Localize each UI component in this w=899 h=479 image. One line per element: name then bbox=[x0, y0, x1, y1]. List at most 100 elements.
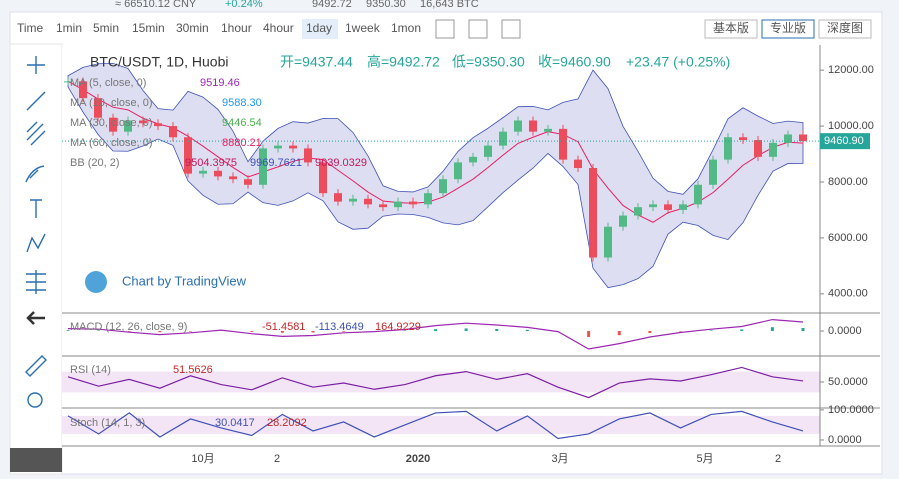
watermark-logo bbox=[85, 271, 107, 293]
candle bbox=[394, 201, 402, 208]
indicator-name[interactable]: BB (20, 2) bbox=[70, 157, 120, 169]
top-volume: 16,643 BTC bbox=[420, 0, 479, 10]
indicator-name[interactable]: MA (10, close, 0) bbox=[70, 97, 153, 109]
back[interactable] bbox=[26, 311, 45, 325]
pane-label[interactable]: Stoch (14, 1, 3) bbox=[70, 417, 145, 429]
pane-value: 28.2092 bbox=[267, 417, 307, 429]
tool-icon[interactable] bbox=[468, 19, 488, 39]
ohlc: 开=9437.44 bbox=[280, 54, 353, 70]
pane-value: 51.5626 bbox=[173, 364, 213, 376]
candle bbox=[199, 170, 207, 174]
watermark: Chart by TradingView bbox=[122, 273, 247, 288]
interval[interactable]: 1hour bbox=[221, 21, 252, 35]
pane-label[interactable]: MACD (12, 26, close, 9) bbox=[70, 321, 187, 333]
measure-tool[interactable] bbox=[26, 270, 46, 294]
price-tick: 10000.00 bbox=[828, 120, 874, 132]
brush-tool[interactable] bbox=[25, 165, 45, 183]
drawing-tools[interactable] bbox=[25, 56, 47, 408]
interval[interactable]: 4hour bbox=[263, 21, 294, 35]
version-btn[interactable] bbox=[761, 19, 815, 39]
tool-icon[interactable] bbox=[435, 19, 455, 39]
candle bbox=[379, 204, 387, 208]
x-label: 10月 bbox=[191, 453, 214, 465]
indicator-value: 9504.3975 bbox=[185, 157, 237, 169]
candle bbox=[304, 148, 312, 163]
x-label: 2 bbox=[274, 453, 280, 465]
candle bbox=[409, 201, 417, 205]
candle bbox=[94, 98, 102, 118]
top-strip: ≈ 66510.12 CNY +0.24% 9492.72 9350.30 16,643… bbox=[115, 0, 479, 10]
candle bbox=[649, 204, 657, 208]
interval[interactable]: 1day bbox=[306, 21, 332, 35]
version-btn[interactable] bbox=[704, 19, 758, 39]
price-tick: 12000.00 bbox=[828, 64, 874, 76]
pane-tick-label: 50.0000 bbox=[828, 376, 868, 388]
candle bbox=[124, 120, 132, 132]
candle bbox=[754, 140, 762, 157]
indicator-value: 9969.7621 bbox=[250, 157, 302, 169]
candle bbox=[724, 137, 732, 160]
pane-label[interactable]: RSI (14) bbox=[70, 364, 111, 376]
candle bbox=[739, 137, 747, 141]
interval[interactable]: 1mon bbox=[391, 21, 421, 35]
pattern-tool[interactable] bbox=[26, 233, 46, 253]
interval[interactable]: 1min bbox=[56, 21, 82, 35]
candle bbox=[259, 148, 267, 185]
pane-tick-label: 0.0000 bbox=[828, 325, 862, 337]
text-tool[interactable] bbox=[30, 199, 42, 218]
candle bbox=[619, 215, 627, 227]
interval[interactable]: 5min bbox=[93, 21, 119, 35]
interval[interactable]: 30min bbox=[176, 21, 209, 35]
candle bbox=[184, 137, 192, 174]
candle bbox=[589, 168, 597, 258]
x-label: 5月 bbox=[696, 453, 713, 465]
candle bbox=[154, 123, 162, 127]
indicator-value: 9519.46 bbox=[200, 77, 240, 89]
price-tick: 6000.00 bbox=[828, 232, 868, 244]
zoom[interactable] bbox=[27, 392, 43, 408]
cross-tool[interactable] bbox=[27, 56, 45, 74]
candle bbox=[274, 145, 282, 149]
x-label: 3月 bbox=[551, 453, 568, 465]
interval[interactable]: Time bbox=[17, 21, 44, 35]
ohlc: 收=9460.90 bbox=[538, 54, 611, 70]
candle bbox=[439, 179, 447, 194]
candle bbox=[169, 126, 177, 138]
active-interval bbox=[302, 19, 338, 39]
candle bbox=[514, 120, 522, 132]
version-btn[interactable] bbox=[818, 19, 872, 39]
candle bbox=[64, 81, 72, 83]
collapse[interactable] bbox=[10, 448, 62, 472]
interval[interactable]: 15min bbox=[132, 21, 165, 35]
pane-tick-label: 100.0000 bbox=[828, 404, 874, 416]
candle bbox=[109, 117, 117, 132]
indicator-name[interactable]: MA (60, close, 0) bbox=[70, 137, 153, 149]
candle bbox=[319, 162, 327, 194]
candle bbox=[529, 120, 537, 132]
symbol: BTC/USDT, 1D, Huobi bbox=[90, 54, 228, 70]
line-tool[interactable] bbox=[26, 91, 46, 111]
pane-value: 30.0417 bbox=[215, 417, 255, 429]
candle bbox=[544, 128, 552, 132]
x-label: 2 bbox=[775, 453, 781, 465]
price-tick: 4000.00 bbox=[828, 288, 868, 300]
version-label[interactable]: 专业版 bbox=[770, 20, 806, 35]
toolbar: Time 1min 5min 15min 30min 1hour 4hour 1day 1wee… bbox=[17, 19, 872, 39]
version-label[interactable]: 深度图 bbox=[827, 20, 863, 35]
candle bbox=[484, 145, 492, 157]
ruler[interactable] bbox=[25, 355, 47, 377]
candle bbox=[349, 198, 357, 202]
pane-tick-label: 0.0000 bbox=[828, 434, 862, 446]
tool-icon[interactable] bbox=[501, 19, 521, 39]
candle bbox=[709, 159, 717, 185]
indicator-name[interactable]: MA (30, close, 0) bbox=[70, 117, 153, 129]
version-label[interactable]: 基本版 bbox=[713, 21, 749, 35]
candle bbox=[679, 204, 687, 210]
fib-tool[interactable] bbox=[26, 121, 46, 146]
change: +23.47 (+0.25%) bbox=[626, 54, 730, 70]
indicator-name[interactable]: MA (5, close, 0) bbox=[70, 77, 146, 89]
top-low: 9350.30 bbox=[366, 0, 406, 10]
interval[interactable]: 1week bbox=[345, 21, 381, 35]
ohlc: 高=9492.72 bbox=[367, 54, 440, 70]
